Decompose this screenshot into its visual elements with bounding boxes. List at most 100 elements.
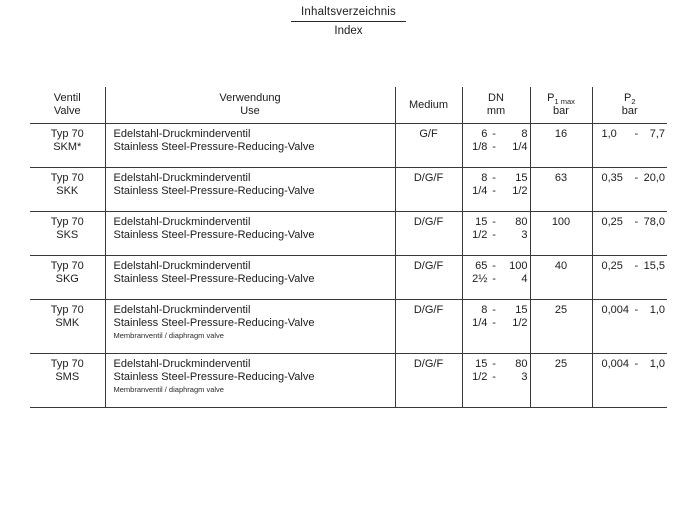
dn-mm-to: 80 (515, 216, 528, 228)
dn-inch-range: 1/2- 3 (465, 229, 527, 242)
range-dash: - (634, 128, 639, 140)
range-dash: - (634, 216, 639, 228)
dn-inch-from: 1/2 (472, 229, 488, 241)
dn-inch-from: 1/4 (472, 185, 488, 197)
range-dash: - (634, 260, 639, 272)
dn-inch-from: 2½ (472, 273, 488, 285)
dn-cell: 15- 80 1/2- 3 (462, 353, 531, 408)
p2-range: 0,004-1,0 (595, 304, 666, 317)
col-header-medium: Medium (395, 87, 463, 124)
medium-cell: D/G/F (395, 353, 463, 408)
valve-code: SKS (56, 229, 79, 241)
p2-range: 0,25-78,0 (595, 216, 666, 229)
p2-from: 0,25 (601, 260, 623, 272)
use-en: Stainless Steel-Pressure-Reducing-Valve (113, 317, 315, 329)
range-dash: - (634, 304, 639, 316)
valve-typ: Typ 70 (50, 260, 84, 272)
p2-from: 0,004 (601, 358, 630, 370)
range-dash: - (492, 216, 496, 228)
col-header-verwendung: Verwendung Use (105, 87, 396, 124)
range-dash: - (492, 317, 496, 329)
dn-mm-to: 8 (521, 128, 528, 140)
dn-inch-from: 1/8 (472, 141, 488, 153)
dn-inch-to: 3 (521, 371, 528, 383)
use-cell: Edelstahl-Druckminderventil Stainless St… (105, 167, 396, 212)
medium-cell: D/G/F (395, 167, 463, 212)
p2-cell: 0,25-15,5 (592, 255, 667, 300)
p2-to: 20,0 (643, 172, 665, 184)
table-row: Typ 70 SKG Edelstahl-Druckminderventil S… (30, 255, 667, 300)
dn-inch-range: 1/4- 1/2 (465, 317, 527, 330)
col-header-dn: DN mm (462, 87, 531, 124)
p2-to: 1,0 (649, 358, 665, 370)
dn-mm-to: 80 (515, 358, 528, 370)
table-header-row: Ventil Valve Verwendung Use Medium DN mm… (30, 87, 667, 124)
valve-typ: Typ 70 (50, 172, 84, 184)
p1max-cell: 100 (530, 211, 593, 256)
range-dash: - (492, 358, 496, 370)
dn-mm-range: 15- 80 (465, 216, 528, 229)
header-p2-symbol: P2 (623, 92, 636, 107)
table-row: Typ 70 SKM* Edelstahl-Druckminderventil … (30, 123, 667, 168)
use-de: Edelstahl-Druckminderventil (113, 260, 251, 272)
range-dash: - (634, 358, 639, 370)
dn-inch-from: 1/2 (472, 371, 488, 383)
table-row: Typ 70 SMK Edelstahl-Druckminderventil S… (30, 299, 667, 354)
range-dash: - (492, 260, 496, 272)
p1max-cell: 25 (530, 299, 593, 354)
valve-typ: Typ 70 (50, 358, 84, 370)
p2-from: 0,004 (601, 304, 630, 316)
p1max-cell: 63 (530, 167, 593, 212)
dn-inch-to: 4 (521, 273, 528, 285)
valve-type-cell: Typ 70 SKK (30, 167, 106, 212)
dn-mm-range: 8- 15 (465, 304, 527, 317)
dn-mm-from: 15 (475, 216, 488, 228)
p2-from: 0,35 (601, 172, 623, 184)
header-verwendung-de: Verwendung (219, 92, 281, 104)
valve-index-table: Ventil Valve Verwendung Use Medium DN mm… (30, 87, 667, 408)
use-cell: Edelstahl-Druckminderventil Stainless St… (105, 299, 396, 354)
p2-range: 0,004-1,0 (595, 358, 666, 371)
header-dn-label: DN (488, 92, 504, 104)
range-dash: - (492, 128, 496, 140)
col-header-p2: P2 bar (592, 87, 667, 124)
valve-code: SKK (56, 185, 79, 197)
dn-cell: 8- 15 1/4- 1/2 (462, 167, 531, 212)
p2-cell: 1,0 -7,7 (592, 123, 667, 168)
valve-typ: Typ 70 (50, 216, 84, 228)
valve-code: SKG (55, 273, 79, 285)
p2-range: 0,35-20,0 (595, 172, 666, 185)
p2-range: 0,25-15,5 (595, 260, 666, 273)
use-en: Stainless Steel-Pressure-Reducing-Valve (113, 273, 315, 285)
p2-cell: 0,004-1,0 (592, 299, 667, 354)
table-row: Typ 70 SMS Edelstahl-Druckminderventil S… (30, 353, 667, 408)
range-dash: - (492, 273, 496, 285)
use-cell: Edelstahl-Druckminderventil Stainless St… (105, 255, 396, 300)
page-subtitle: Index (334, 25, 363, 37)
p2-from: 1,0 (601, 128, 617, 140)
use-en: Stainless Steel-Pressure-Reducing-Valve (113, 185, 315, 197)
use-cell: Edelstahl-Druckminderventil Stainless St… (105, 211, 396, 256)
p2-cell: 0,35-20,0 (592, 167, 667, 212)
page-header: Inhaltsverzeichnis Index (0, 0, 697, 37)
use-cell: Edelstahl-Druckminderventil Stainless St… (105, 123, 396, 168)
medium-cell: D/G/F (395, 211, 463, 256)
dn-mm-from: 8 (481, 172, 488, 184)
dn-cell: 8- 15 1/4- 1/2 (462, 299, 531, 354)
range-dash: - (492, 229, 496, 241)
dn-inch-range: 1/4- 1/2 (465, 185, 528, 198)
range-dash: - (634, 172, 639, 184)
p2-range: 1,0 -7,7 (595, 128, 666, 141)
valve-type-cell: Typ 70 SMS (30, 353, 106, 408)
dn-inch-to: 1/2 (512, 185, 528, 197)
header-ventil-en: Valve (53, 105, 81, 117)
header-medium-label: Medium (408, 98, 449, 111)
use-en: Stainless Steel-Pressure-Reducing-Valve (113, 141, 315, 153)
dn-mm-to: 15 (515, 172, 528, 184)
page-title: Inhaltsverzeichnis (290, 6, 406, 22)
range-dash: - (492, 371, 496, 383)
medium-cell: D/G/F (395, 255, 463, 300)
valve-type-cell: Typ 70 SKG (30, 255, 106, 300)
dn-mm-from: 15 (475, 358, 488, 370)
dn-inch-from: 1/4 (472, 317, 488, 329)
